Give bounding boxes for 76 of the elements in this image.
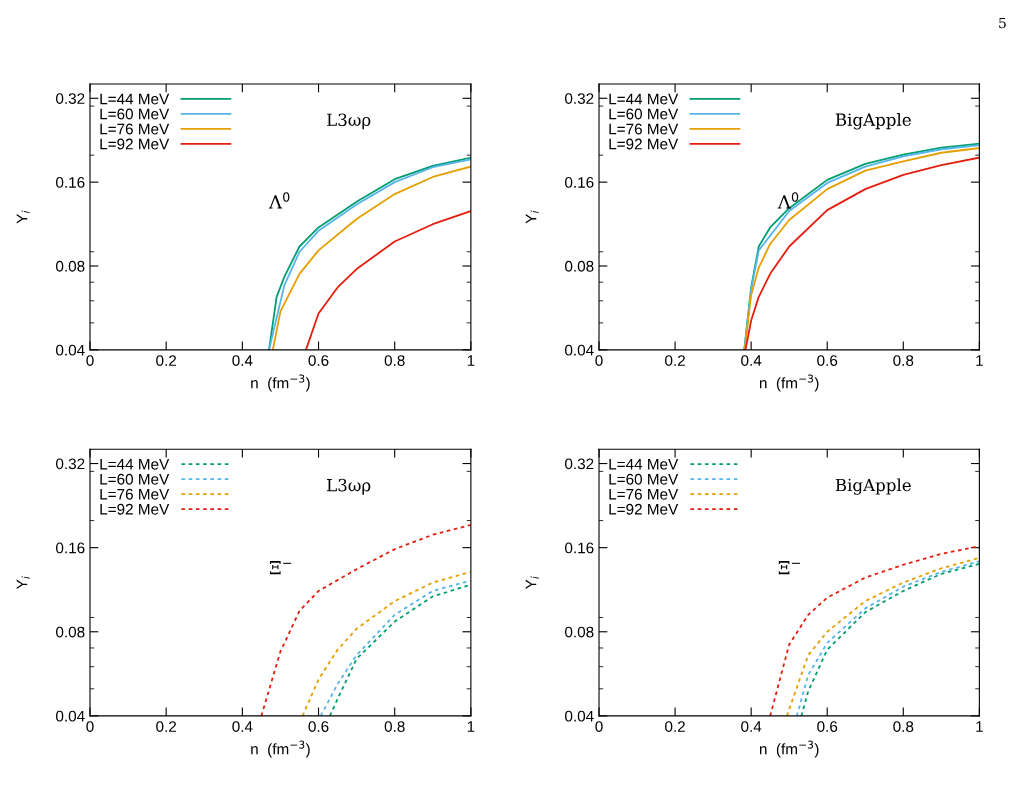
y-axis-title: Y$_{i}$	[16, 210, 30, 224]
y-tick-label: 0.08	[56, 260, 85, 272]
y-tick-label: 0.32	[565, 93, 594, 104]
legend-label: L=60 MeV	[609, 108, 679, 120]
x-tick-label: 0.6	[817, 721, 838, 732]
annotation: L3ωρ	[327, 478, 371, 495]
x-tick-label: 0.2	[665, 721, 685, 732]
x-tick-label: 0.8	[384, 721, 405, 732]
x-tick-label: 0.2	[665, 355, 685, 366]
x-tick-label: 0.2	[156, 355, 177, 366]
annotation: Λ$^{0}$	[777, 192, 799, 209]
annotation: BigApple	[835, 113, 911, 130]
x-tick-label: 0.6	[817, 355, 838, 366]
legend-label: L=60 MeV	[100, 473, 170, 485]
x-tick-label: 0	[86, 355, 94, 366]
x-tick-label: 0	[595, 721, 603, 732]
text: 5	[999, 17, 1006, 29]
y-tick-label: 0.16	[56, 542, 85, 554]
legend-label: L=76 MeV	[609, 123, 679, 135]
line-series	[305, 210, 471, 350]
legend-label: L=92 MeV	[100, 138, 170, 150]
y-tick-label: 0.08	[565, 626, 594, 638]
x-tick-label: 1	[976, 355, 983, 366]
legend-label: L=60 MeV	[100, 108, 170, 120]
x-tick-label: 0	[86, 721, 94, 732]
y-tick-label: 0.08	[565, 260, 594, 272]
x-tick-label: 0.4	[741, 355, 762, 366]
legend-label: L=44 MeV	[609, 458, 679, 470]
x-tick-label: 0.4	[741, 721, 762, 732]
x-tick-label: 0	[595, 355, 603, 366]
x-tick-label: 0.8	[893, 355, 914, 366]
y-tick-label: 0.32	[56, 458, 85, 470]
x-tick-label: 0.4	[232, 721, 253, 732]
legend-label: L=60 MeV	[609, 473, 679, 485]
x-tick-label: 1	[976, 721, 983, 732]
line-series	[301, 571, 471, 716]
annotation: L3ωρ	[327, 113, 371, 130]
x-axis-title: n (fm$^{−3}$)	[251, 374, 310, 392]
legend-label: L=92 MeV	[609, 138, 679, 150]
legend-label: L=44 MeV	[609, 93, 679, 105]
annotation: Ξ$^{−}$	[270, 561, 292, 575]
annotation: BigApple	[835, 478, 911, 495]
legend-label: L=44 MeV	[100, 458, 170, 470]
y-axis-title: Y$_{i}$	[525, 210, 539, 224]
legend-label: L=92 MeV	[609, 503, 679, 515]
y-tick-label: 0.16	[565, 542, 594, 554]
y-tick-label: 0.04	[56, 710, 85, 722]
y-tick-label: 0.04	[56, 344, 85, 356]
y-tick-label: 0.04	[565, 710, 594, 722]
x-tick-label: 0.2	[156, 721, 177, 732]
y-tick-label: 0.08	[56, 626, 85, 638]
x-tick-label: 0.8	[384, 355, 405, 366]
legend-label: L=44 MeV	[100, 93, 170, 105]
legend-label: L=76 MeV	[100, 123, 170, 135]
line-series	[260, 523, 471, 716]
x-axis-title: n (fm$^{−3}$)	[251, 740, 310, 758]
x-tick-label: 0.6	[308, 355, 329, 366]
x-axis-title: n (fm$^{−3}$)	[759, 740, 819, 758]
annotation: Λ$^{0}$	[268, 192, 290, 209]
x-tick-label: 1	[467, 355, 475, 366]
x-axis-title: n (fm$^{−3}$)	[759, 374, 819, 392]
y-axis-title: Y$_{i}$	[525, 576, 539, 590]
legend-label: L=76 MeV	[100, 488, 170, 500]
y-tick-label: 0.32	[565, 458, 594, 470]
y-tick-label: 0.04	[565, 344, 594, 356]
x-tick-label: 0.8	[893, 721, 914, 732]
y-tick-label: 0.16	[565, 177, 594, 188]
x-tick-label: 1	[467, 721, 475, 732]
x-tick-label: 0.6	[308, 721, 329, 732]
y-tick-label: 0.32	[56, 93, 85, 104]
annotation: Ξ$^{−}$	[778, 561, 800, 575]
legend-label: L=76 MeV	[609, 488, 679, 500]
y-axis-title: Y$_{i}$	[16, 576, 30, 590]
x-tick-label: 0.4	[232, 355, 253, 366]
y-tick-label: 0.16	[56, 177, 85, 188]
legend-label: L=92 MeV	[100, 503, 170, 515]
